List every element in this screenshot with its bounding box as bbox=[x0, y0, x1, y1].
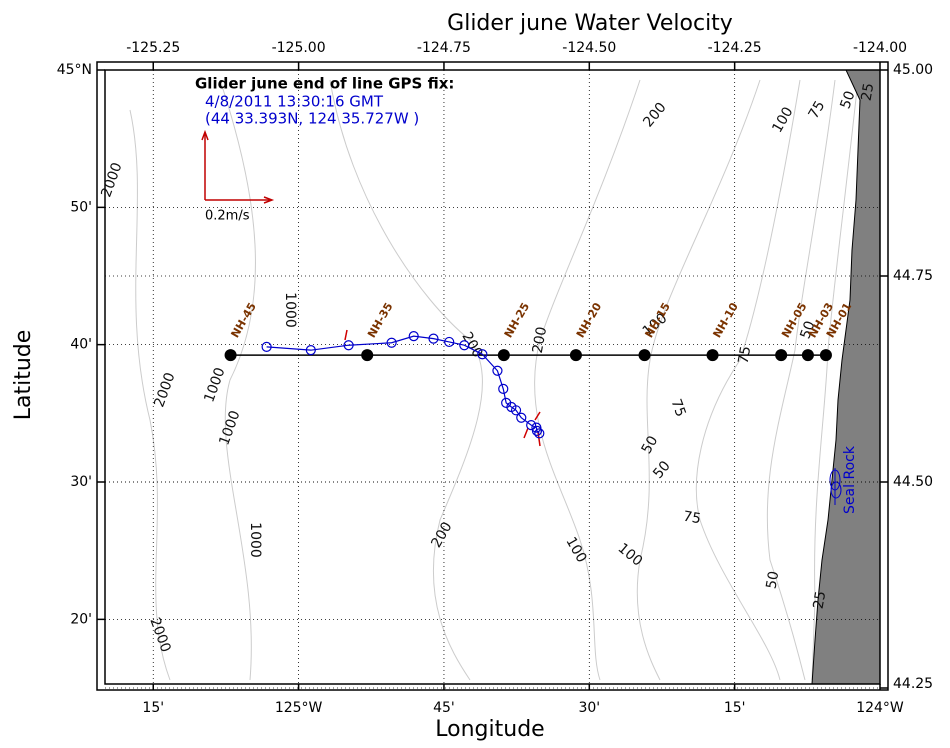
contour-label: 50 bbox=[837, 89, 858, 111]
contour-label: 1000 bbox=[216, 409, 243, 448]
track-point bbox=[510, 405, 522, 416]
station bbox=[224, 349, 237, 362]
contour-label: 1000 bbox=[201, 366, 228, 405]
bottom-tick-label: 124°W bbox=[856, 700, 904, 716]
gps-heading: Glider june end of line GPS fix: bbox=[195, 75, 454, 93]
contour-label: 50 bbox=[650, 458, 674, 482]
track-point bbox=[386, 337, 397, 348]
track-point bbox=[459, 340, 470, 351]
x-axis-label: Longitude bbox=[435, 717, 544, 742]
landmark-label: Seal Rock bbox=[842, 445, 858, 514]
track-point bbox=[498, 383, 509, 394]
bottom-tick-label: 45' bbox=[433, 700, 455, 716]
bottom-tick-label: 15' bbox=[724, 700, 746, 716]
left-tick-label: 30' bbox=[70, 474, 92, 490]
outer-frame bbox=[96, 61, 889, 691]
right-tick-label: 44.25 bbox=[893, 676, 933, 692]
track-point bbox=[261, 341, 272, 352]
station bbox=[569, 349, 582, 362]
left-tick-label: 50' bbox=[70, 199, 92, 215]
contour-label: 2000 bbox=[98, 161, 125, 200]
station bbox=[706, 349, 719, 362]
station-label: NH-45 bbox=[229, 300, 259, 340]
track-point bbox=[534, 428, 545, 439]
contour-label: 200 bbox=[530, 325, 550, 354]
glider-track bbox=[266, 335, 540, 434]
contour-label: 1000 bbox=[247, 522, 263, 558]
scale-label: 0.2m/s bbox=[205, 209, 250, 224]
contour-label: 200 bbox=[640, 100, 669, 131]
contour-label: 2000 bbox=[151, 371, 178, 410]
top-tick-label: -124.00 bbox=[853, 40, 907, 56]
station-label: NH-25 bbox=[502, 300, 532, 340]
top-tick-label: -124.25 bbox=[708, 40, 762, 56]
top-tick-label: -124.75 bbox=[417, 40, 471, 56]
contour-label: 75 bbox=[682, 509, 702, 528]
right-tick-label: 45.00 bbox=[893, 62, 933, 78]
track-point bbox=[526, 420, 537, 431]
top-tick-label: -124.50 bbox=[562, 40, 616, 56]
track-point bbox=[444, 336, 455, 348]
contour-label: 2000 bbox=[146, 616, 173, 655]
station bbox=[361, 349, 374, 362]
track-point bbox=[408, 331, 419, 342]
map-title: Glider june Water Velocity bbox=[447, 11, 733, 36]
contour-label: 75 bbox=[806, 98, 829, 121]
left-tick-label: 20' bbox=[70, 611, 92, 627]
top-tick-label: -125.25 bbox=[126, 40, 180, 56]
track-point bbox=[531, 425, 543, 437]
velocity-scale bbox=[201, 129, 275, 204]
track-point bbox=[343, 340, 354, 351]
contour-label: 25 bbox=[811, 590, 830, 610]
track-point bbox=[516, 412, 527, 423]
bottom-tick-label: 30' bbox=[578, 700, 600, 716]
left-tick-label: 40' bbox=[70, 337, 92, 353]
right-tick-label: 44.75 bbox=[893, 268, 933, 284]
station bbox=[819, 349, 832, 362]
contour-label: 50 bbox=[639, 433, 662, 456]
station bbox=[497, 349, 510, 362]
contour-label: 200 bbox=[428, 519, 455, 550]
station bbox=[801, 349, 814, 362]
track-point bbox=[305, 345, 316, 356]
contour-label: 50 bbox=[764, 570, 783, 590]
track-point bbox=[428, 333, 439, 344]
contours bbox=[129, 79, 859, 681]
right-tick-label: 44.50 bbox=[893, 474, 933, 490]
station-label: NH-35 bbox=[365, 300, 395, 340]
station-label: NH-10 bbox=[710, 300, 741, 340]
contour-label: 1000 bbox=[282, 292, 298, 328]
contour-label: 100 bbox=[769, 104, 796, 135]
top-tick-label: -125.00 bbox=[272, 40, 326, 56]
track-point bbox=[531, 422, 542, 433]
contour-label: 25 bbox=[859, 82, 878, 102]
seal-rock-fixes bbox=[829, 468, 842, 505]
contour-label: 100 bbox=[615, 540, 646, 569]
track-point bbox=[492, 365, 503, 376]
left-tick-label: 45°N bbox=[57, 62, 92, 78]
track-point bbox=[477, 349, 488, 360]
bottom-tick-label: 15' bbox=[142, 700, 164, 716]
gps-time: 4/8/2011 13:30:16 GMT bbox=[205, 93, 384, 111]
velocity-arrows bbox=[344, 329, 541, 447]
contour-label: 50 bbox=[797, 319, 818, 341]
bottom-tick-label: 125°W bbox=[275, 700, 323, 716]
inner-frame bbox=[104, 69, 881, 685]
station bbox=[775, 349, 788, 362]
y-axis-label: Latitude bbox=[11, 330, 36, 421]
contour-label: 75 bbox=[667, 397, 688, 419]
station bbox=[638, 349, 651, 362]
gps-position: (44 33.393N, 124 35.727W ) bbox=[205, 110, 419, 128]
